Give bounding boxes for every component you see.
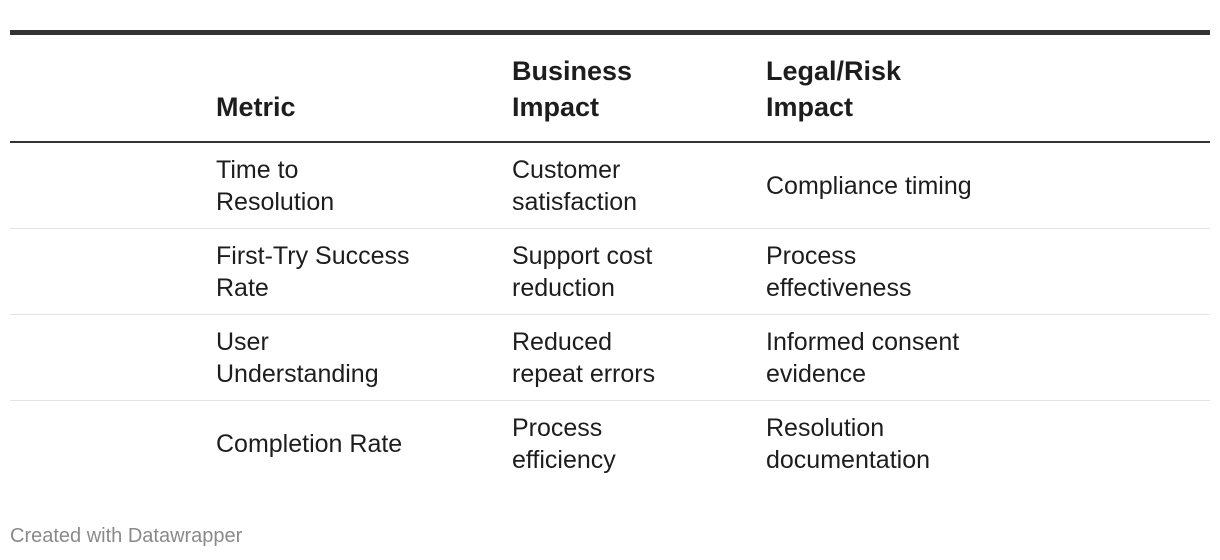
cell-metric-text: Resolution <box>216 187 335 216</box>
cell-business-impact-text: Reduced <box>512 327 613 356</box>
cell-legal-risk-impact-text: documentation <box>766 445 931 474</box>
table-row: Completion Rate Process efficiency Resoluti… <box>10 401 1210 487</box>
header-legal-line1: Legal/Risk <box>766 56 902 86</box>
datawrapper-table: Metric Business Impact Legal/Risk Impact… <box>10 30 1210 486</box>
row-spacer-cell <box>10 401 216 487</box>
header-business-line2: Impact <box>512 92 600 122</box>
cell-business-impact: Process efficiency <box>512 401 766 487</box>
cell-legal-risk-impact-text: Process <box>766 241 857 270</box>
cell-metric-text: Understanding <box>216 359 379 388</box>
cell-legal-risk-impact-text: Resolution <box>766 413 885 442</box>
cell-metric-text: Rate <box>216 273 269 302</box>
row-spacer-cell <box>10 142 216 229</box>
cell-legal-risk-impact: Informed consent evidence <box>766 314 1210 401</box>
header-empty <box>10 35 216 143</box>
cell-metric-text: User <box>216 327 269 356</box>
cell-business-impact: Reduced repeat errors <box>512 314 766 401</box>
cell-metric-text: Time to <box>216 155 299 184</box>
table-row: User Understanding Reduced repeat errors Inf… <box>10 314 1210 401</box>
header-metric: Metric <box>216 35 512 143</box>
cell-business-impact-text: Support cost <box>512 241 653 270</box>
header-metric-label: Metric <box>216 92 296 122</box>
cell-legal-risk-impact-text: evidence <box>766 359 867 388</box>
cell-business-impact-text: Customer <box>512 155 621 184</box>
cell-metric-text: Completion Rate <box>216 429 403 458</box>
top-rule <box>10 30 1210 35</box>
row-spacer-cell <box>10 228 216 315</box>
cell-business-impact-text: repeat errors <box>512 359 656 388</box>
cell-business-impact: Customer satisfaction <box>512 142 766 229</box>
cell-legal-risk-impact-text: Informed consent <box>766 327 960 356</box>
cell-metric: Time to Resolution <box>216 142 512 229</box>
header-business-line1: Business <box>512 56 633 86</box>
cell-business-impact-text: efficiency <box>512 445 616 474</box>
cell-business-impact-text: Process <box>512 413 603 442</box>
cell-metric-text: First-Try Success <box>216 241 410 270</box>
cell-legal-risk-impact: Resolution documentation <box>766 401 1210 487</box>
cell-legal-risk-impact: Process effectiveness <box>766 228 1210 315</box>
cell-legal-risk-impact-text: effectiveness <box>766 273 912 302</box>
cell-metric: User Understanding <box>216 314 512 401</box>
metrics-table: Metric Business Impact Legal/Risk Impact… <box>10 35 1210 486</box>
datawrapper-credit: Created with Datawrapper <box>10 525 243 547</box>
cell-business-impact: Support cost reduction <box>512 228 766 315</box>
cell-metric: Completion Rate <box>216 401 512 487</box>
header-legal-risk-impact: Legal/Risk Impact <box>766 35 1210 143</box>
table-row: First-Try Success Rate Support cost reducti… <box>10 228 1210 315</box>
cell-legal-risk-impact: Compliance timing <box>766 142 1210 229</box>
cell-business-impact-text: satisfaction <box>512 187 638 216</box>
row-spacer-cell <box>10 314 216 401</box>
cell-business-impact-text: reduction <box>512 273 615 302</box>
header-row: Metric Business Impact Legal/Risk Impact <box>10 35 1210 143</box>
table-row: Time to Resolution Customer satisfaction Com… <box>10 142 1210 229</box>
header-business-impact: Business Impact <box>512 35 766 143</box>
cell-legal-risk-impact-text: Compliance timing <box>766 171 972 200</box>
cell-metric: First-Try Success Rate <box>216 228 512 315</box>
header-legal-line2: Impact <box>766 92 854 122</box>
